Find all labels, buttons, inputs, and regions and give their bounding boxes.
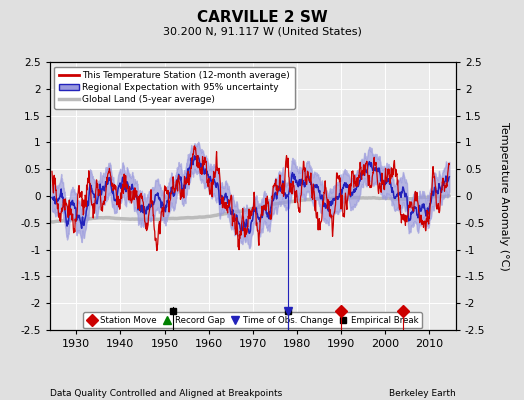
Text: CARVILLE 2 SW: CARVILLE 2 SW (196, 10, 328, 25)
Text: Data Quality Controlled and Aligned at Breakpoints: Data Quality Controlled and Aligned at B… (50, 389, 282, 398)
Text: Berkeley Earth: Berkeley Earth (389, 389, 456, 398)
Legend: Station Move, Record Gap, Time of Obs. Change, Empirical Break: Station Move, Record Gap, Time of Obs. C… (83, 312, 422, 328)
Y-axis label: Temperature Anomaly (°C): Temperature Anomaly (°C) (499, 122, 509, 270)
Text: 30.200 N, 91.117 W (United States): 30.200 N, 91.117 W (United States) (162, 26, 362, 36)
